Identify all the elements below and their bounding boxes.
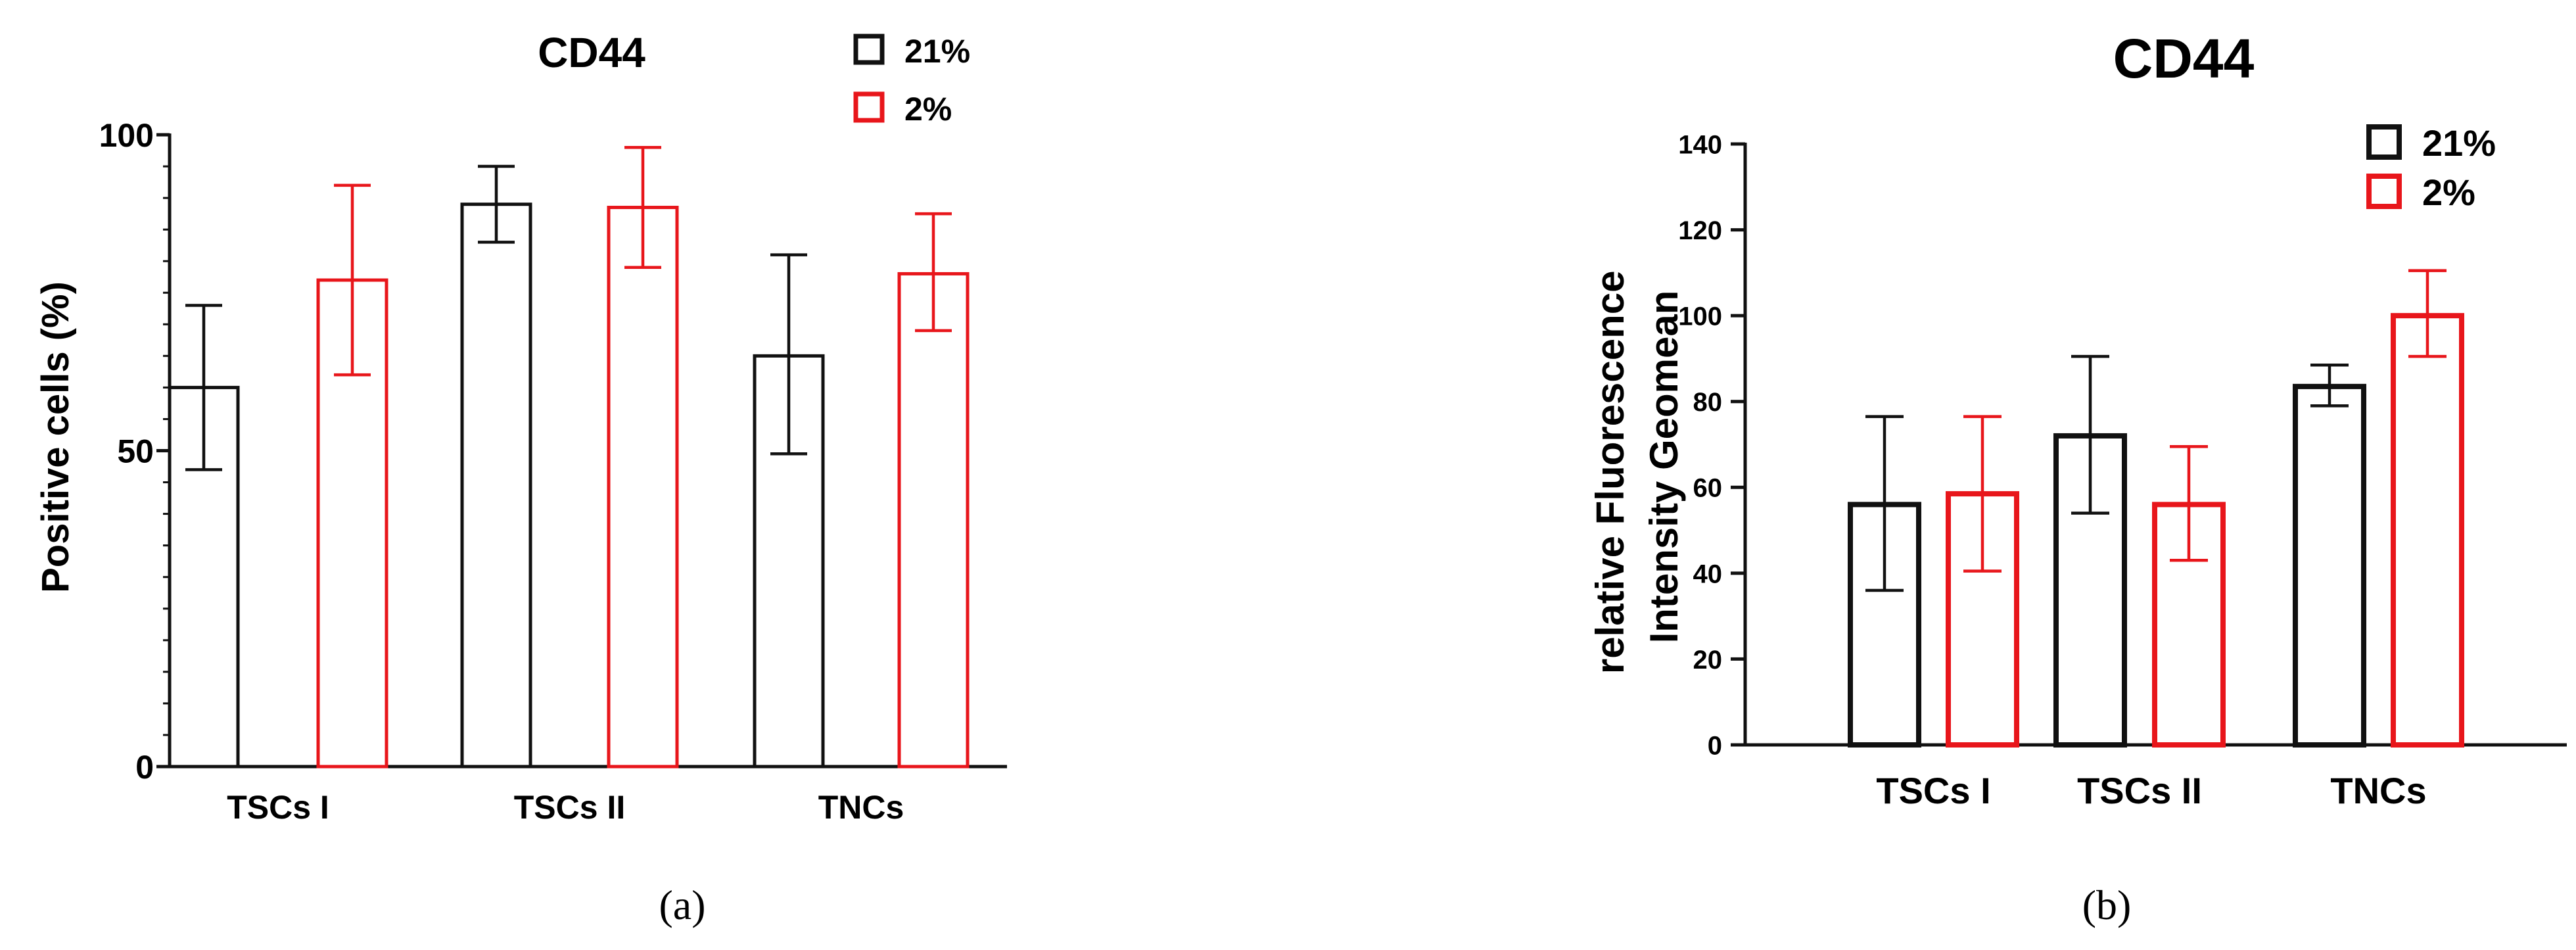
chart-a-bars (168, 145, 970, 769)
chart-a-legend-swatch-2 (853, 91, 885, 123)
chart-b-title: CD44 (2113, 28, 2255, 89)
chart-b-y-axis-label: relative Fluorescence Intensity Geomean (1588, 260, 1686, 674)
chart-b-legend: 21% 2% (2366, 122, 2496, 213)
chart-a-legend-swatch-21 (853, 34, 885, 65)
chart-b-axes (1731, 142, 2567, 747)
chart-b-legend-swatch-21 (2366, 124, 2402, 160)
chart-b-y-axis-label-line-2: Intensity Geomean (1642, 291, 1686, 644)
chart-a-y-tick-label: 100 (99, 117, 154, 154)
chart-b-legend-label-2: 2% (2422, 172, 2475, 213)
chart-a-bar (460, 202, 532, 769)
chart-a-bar (607, 206, 679, 769)
chart-b-tick-labels: 0 20 40 60 80 100 120 140 TSCs I TSCs II TNCs (1678, 130, 2426, 811)
chart-a-y-tick-label: 50 (117, 433, 154, 470)
chart-a-legend-label-21: 21% (904, 33, 970, 70)
chart-b-y-tick-label: 60 (1693, 474, 1723, 503)
chart-a-title: CD44 (538, 29, 645, 76)
chart-b-bars (1848, 269, 2464, 748)
chart-b-legend-label-21: 21% (2422, 122, 2496, 164)
chart-a-tick-labels: 0 50 100 TSCs I TSCs II TNCs (99, 117, 904, 826)
chart-panel-b: CD44 relative Fluorescence Intensity Geo… (1588, 28, 2567, 928)
chart-a-x-tick-label: TSCs II (514, 789, 625, 826)
chart-a-axes (156, 133, 1007, 769)
chart-b-bar (2391, 313, 2464, 748)
chart-a-bar (897, 272, 970, 769)
chart-b-bar (2293, 383, 2366, 748)
chart-a-y-axis-label: Positive cells (%) (34, 281, 77, 593)
chart-a-legend-label-2: 2% (904, 91, 952, 128)
chart-a-x-tick-label: TSCs I (227, 789, 329, 826)
chart-a-x-tick-label: TNCs (818, 789, 904, 826)
chart-a-y-tick-label: 0 (135, 749, 154, 786)
chart-a-legend: 21% 2% (853, 33, 970, 128)
chart-b-x-tick-label: TNCs (2330, 770, 2426, 811)
chart-panel-a: CD44 Positive cells (%) 21% 2% 0 50 100 TSC… (34, 29, 1007, 928)
chart-b-y-tick-label: 0 (1708, 731, 1722, 760)
chart-b-y-tick-label: 40 (1693, 559, 1723, 588)
chart-b-x-tick-label: TSCs II (2077, 770, 2202, 811)
chart-b-x-tick-label: TSCs I (1876, 770, 1990, 811)
chart-b-y-tick-label: 120 (1678, 216, 1722, 245)
chart-b-y-axis-label-line-1: relative Fluorescence (1588, 271, 1632, 675)
chart-b-y-tick-label: 20 (1693, 646, 1723, 675)
panel-b-label: (b) (2082, 882, 2132, 928)
chart-b-legend-swatch-2 (2366, 174, 2402, 209)
chart-b-y-tick-label: 100 (1678, 302, 1722, 331)
panel-a-label: (a) (659, 882, 705, 928)
chart-b-y-tick-label: 80 (1693, 388, 1723, 417)
chart-b-y-tick-label: 140 (1678, 130, 1722, 159)
